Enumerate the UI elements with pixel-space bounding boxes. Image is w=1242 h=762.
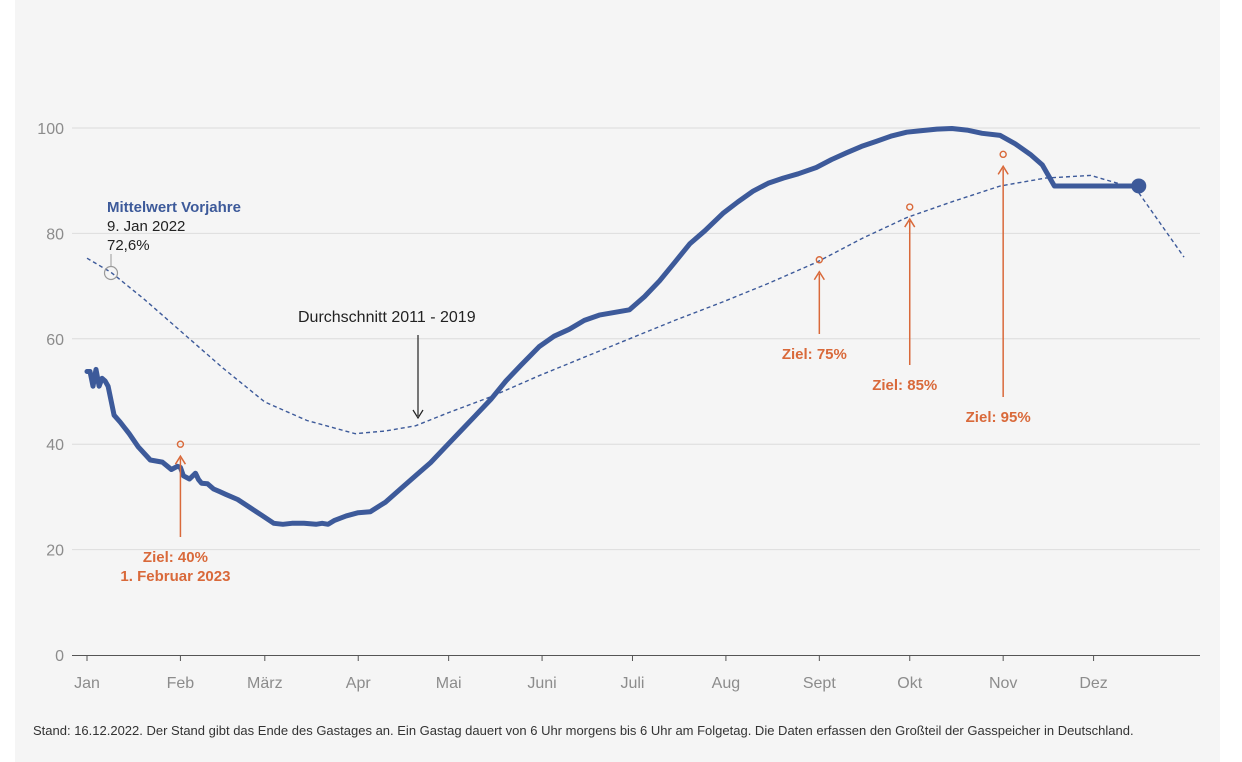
x-tick-sept: Sept <box>803 675 836 692</box>
average-arrowhead <box>412 409 424 420</box>
target-arrowhead-0 <box>997 164 1009 175</box>
target-marker-1 <box>906 203 914 211</box>
x-tick-jan: Jan <box>74 675 100 692</box>
x-tick-juni: Juni <box>527 675 556 692</box>
target-marker-2 <box>815 256 824 264</box>
mittelwert-date: 9. Jan 2022 <box>107 218 185 235</box>
target-arrowhead-1 <box>904 217 916 228</box>
average-line <box>86 174 1185 435</box>
x-tick-feb: Feb <box>167 675 195 692</box>
current-series <box>84 126 1147 527</box>
y-tick-60: 60 <box>46 332 64 349</box>
average-series <box>86 174 1185 435</box>
target-sublabel-3: 1. Februar 2023 <box>120 568 230 585</box>
y-tick-40: 40 <box>46 437 64 454</box>
x-tick-dez: Dez <box>1079 675 1107 692</box>
x-tick-nov: Nov <box>989 675 1017 692</box>
x-tick-apr: Apr <box>346 675 372 692</box>
x-tick-mai: Mai <box>436 675 462 692</box>
mittelwert-value: 72,6% <box>107 237 150 254</box>
current-end-dot <box>1131 178 1147 194</box>
y-tick-20: 20 <box>46 543 64 560</box>
average-label: Durchschnitt 2011 - 2019 <box>298 309 476 326</box>
target-label-2: Ziel: 75% <box>782 346 847 363</box>
x-tick-märz: März <box>247 675 283 692</box>
x-tick-aug: Aug <box>712 675 740 692</box>
target-annotations: Ziel: 95% Ziel: 85% Ziel: 75% Ziel: 40% 1. F… <box>120 150 1031 585</box>
x-tick-okt: Okt <box>897 675 922 692</box>
grid-lines <box>72 127 1200 551</box>
target-arrowhead-2 <box>813 270 825 281</box>
footnote: Stand: 16.12.2022. Der Stand gibt das En… <box>33 723 1134 738</box>
y-axis-ticks: 0 20 40 60 80 100 <box>37 121 64 665</box>
x-axis: Jan Feb März Apr Mai Juni Juli Aug Sept Okt Nov Dez <box>72 655 1200 692</box>
y-tick-100: 100 <box>37 121 64 138</box>
mittelwert-marker <box>103 265 119 281</box>
text-annotations: Mittelwert Vorjahre 9. Jan 2022 72,6% Du… <box>103 199 476 420</box>
target-label-0: Ziel: 95% <box>966 409 1031 426</box>
current-line <box>84 126 1142 527</box>
target-arrowhead-3 <box>174 454 187 465</box>
y-tick-0: 0 <box>55 648 64 665</box>
chart-panel <box>15 0 1220 762</box>
x-tick-juli: Juli <box>620 675 644 692</box>
target-marker-3 <box>176 440 185 448</box>
target-label-3: Ziel: 40% <box>143 549 208 566</box>
mittelwert-title: Mittelwert Vorjahre <box>107 199 241 216</box>
gas-storage-chart: 0 20 40 60 80 100 Jan Feb März Apr Mai Juni Juli Aug… <box>37 121 1200 692</box>
target-label-1: Ziel: 85% <box>872 377 937 394</box>
target-marker-0 <box>999 150 1007 159</box>
y-tick-80: 80 <box>46 226 64 243</box>
